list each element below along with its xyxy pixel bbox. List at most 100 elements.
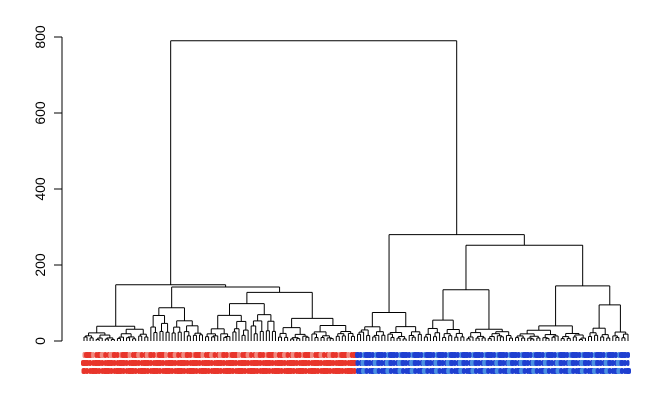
leaf-label-mark bbox=[440, 360, 445, 366]
leaf-label-mark bbox=[477, 360, 482, 366]
leaf-label-mark bbox=[255, 368, 260, 374]
leaf-label-mark bbox=[88, 360, 93, 366]
leaf-label-mark bbox=[550, 360, 555, 366]
leaf-label-mark bbox=[209, 360, 214, 366]
leaf-label-mark bbox=[498, 368, 503, 374]
leaf-label-mark bbox=[528, 352, 533, 358]
leaf-label-mark bbox=[243, 368, 248, 374]
leaf-label-mark bbox=[200, 352, 205, 358]
leaf-label-mark bbox=[534, 368, 539, 374]
leaf-label-mark bbox=[510, 368, 515, 374]
leaf-label-mark bbox=[358, 352, 363, 358]
leaf-label-mark bbox=[395, 352, 400, 358]
y-axis: 0 200 400 600 800 bbox=[32, 25, 63, 345]
leaf-label-mark bbox=[626, 352, 630, 358]
leaf-label-mark bbox=[559, 368, 564, 374]
leaf-label-mark bbox=[282, 360, 287, 366]
leaf-label-mark bbox=[173, 360, 178, 366]
leaf-label-mark bbox=[553, 352, 558, 358]
leaf-label-mark bbox=[340, 368, 345, 374]
leaf-label-mark bbox=[343, 360, 348, 366]
leaf-label-mark bbox=[124, 360, 129, 366]
leaf-label-mark bbox=[261, 352, 266, 358]
leaf-label-mark bbox=[574, 360, 579, 366]
leaf-label-mark bbox=[91, 352, 96, 358]
leaf-label-mark bbox=[303, 368, 308, 374]
leaf-label-mark bbox=[486, 368, 491, 374]
leaf-label-mark bbox=[334, 352, 339, 358]
leaf-label-mark bbox=[467, 352, 472, 358]
leaf-label-mark bbox=[437, 368, 442, 374]
leaf-label-mark bbox=[428, 360, 433, 366]
leaf-label-mark bbox=[273, 352, 278, 358]
leaf-label-mark bbox=[185, 360, 190, 366]
leaf-label-mark bbox=[267, 368, 272, 374]
leaf-label-mark bbox=[370, 352, 375, 358]
leaf-label-mark bbox=[151, 352, 156, 358]
leaf-label-mark bbox=[367, 360, 372, 366]
leaf-label-mark bbox=[85, 368, 90, 374]
leaf-label-mark bbox=[452, 360, 457, 366]
leaf-label-mark bbox=[364, 368, 369, 374]
leaf-label-mark bbox=[109, 368, 114, 374]
leaf-label-mark bbox=[431, 352, 436, 358]
leaf-label-mark bbox=[546, 368, 551, 374]
leaf-label-mark bbox=[586, 360, 591, 366]
leaf-label-mark bbox=[188, 352, 193, 358]
leaf-label-mark bbox=[401, 368, 406, 374]
y-tick-label: 400 bbox=[32, 177, 48, 201]
leaf-label-mark bbox=[382, 352, 387, 358]
leaf-label-mark bbox=[206, 368, 211, 374]
leaf-label-mark bbox=[419, 352, 424, 358]
leaf-label-mark bbox=[103, 352, 108, 358]
leaf-label-mark bbox=[416, 360, 421, 366]
leaf-label-mark bbox=[562, 360, 567, 366]
leaf-label-mark bbox=[379, 360, 384, 366]
leaf-label-mark bbox=[294, 360, 299, 366]
leaf-label-mark bbox=[492, 352, 497, 358]
leaf-label-mark bbox=[170, 368, 175, 374]
leaf-label-mark bbox=[407, 352, 412, 358]
leaf-label-mark bbox=[319, 360, 324, 366]
leaf-label-mark bbox=[316, 368, 321, 374]
leaf-label-mark bbox=[619, 368, 624, 374]
leaf-label-mark bbox=[246, 360, 251, 366]
leaf-label-mark bbox=[613, 352, 618, 358]
leaf-label-mark bbox=[443, 352, 448, 358]
leaf-label-mark bbox=[404, 360, 409, 366]
leaf-label-mark bbox=[161, 360, 166, 366]
leaf-label-mark bbox=[236, 352, 241, 358]
leaf-label-mark bbox=[322, 352, 327, 358]
leaf-label-mark bbox=[182, 368, 187, 374]
leaf-label-mark bbox=[449, 368, 454, 374]
leaf-label-mark bbox=[224, 352, 229, 358]
leaf-label-mark bbox=[157, 368, 162, 374]
leaf-label-mark bbox=[607, 368, 612, 374]
leaf-label-mark bbox=[464, 360, 469, 366]
leaf-label-mark bbox=[279, 368, 284, 374]
leaf-label-mark bbox=[598, 360, 603, 366]
leaf-label-mark bbox=[571, 368, 576, 374]
leaf-label-mark bbox=[97, 368, 102, 374]
leaf-label-mark bbox=[249, 352, 254, 358]
leaf-label-mark bbox=[513, 360, 518, 366]
leaf-label-mark bbox=[218, 368, 223, 374]
leaf-label-mark bbox=[176, 352, 181, 358]
leaf-label-mark bbox=[504, 352, 509, 358]
leaf-label-mark bbox=[525, 360, 530, 366]
leaf-label-mark bbox=[352, 368, 357, 374]
leaf-label-mark bbox=[230, 368, 235, 374]
leaf-label-mark bbox=[595, 368, 600, 374]
leaf-label-mark bbox=[331, 360, 336, 366]
leaf-label-mark bbox=[388, 368, 393, 374]
leaf-label-mark bbox=[309, 352, 314, 358]
leaf-label-mark bbox=[164, 352, 169, 358]
leaf-label-mark bbox=[376, 368, 381, 374]
dendrogram-branches bbox=[83, 40, 629, 341]
leaf-label-mark bbox=[455, 352, 460, 358]
leaf-label-mark bbox=[413, 368, 418, 374]
leaf-label-mark bbox=[306, 360, 311, 366]
y-tick-label: 600 bbox=[32, 101, 48, 125]
leaf-label-mark bbox=[565, 352, 570, 358]
leaf-label-mark bbox=[194, 368, 199, 374]
